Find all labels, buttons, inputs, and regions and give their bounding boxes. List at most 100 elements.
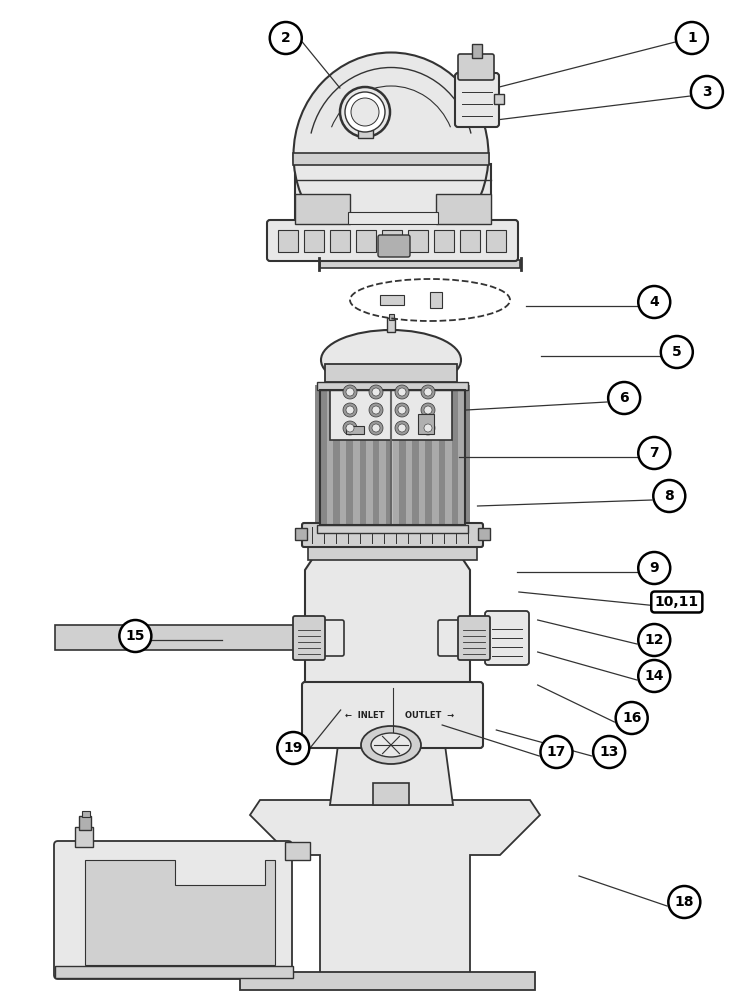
Bar [295,164,491,224]
Circle shape [395,385,409,399]
Bar [393,390,399,525]
Bar [419,390,426,525]
Circle shape [369,403,383,417]
Bar [317,525,468,533]
FancyBboxPatch shape [54,841,292,979]
Polygon shape [85,860,275,965]
Bar [330,230,350,252]
Bar [75,827,93,847]
Circle shape [270,22,302,54]
Bar [240,972,535,990]
Bar [373,390,379,525]
Bar [445,390,452,525]
Circle shape [398,406,406,414]
FancyBboxPatch shape [302,523,483,547]
Circle shape [343,403,357,417]
FancyBboxPatch shape [485,611,529,665]
Circle shape [369,385,383,399]
Circle shape [398,388,406,396]
Bar [438,390,445,525]
Bar [353,390,359,525]
Bar [418,414,434,434]
Bar [347,390,353,525]
Circle shape [593,736,625,768]
Text: 4: 4 [650,295,659,309]
Circle shape [346,406,354,414]
Bar [315,385,470,530]
FancyBboxPatch shape [302,682,483,748]
Ellipse shape [361,726,421,764]
Bar [295,528,307,540]
Bar [326,390,333,525]
Bar [387,318,395,332]
Circle shape [351,98,379,126]
Circle shape [369,421,383,435]
Bar [452,390,459,525]
Text: 6: 6 [620,391,629,405]
Circle shape [346,388,354,396]
Circle shape [638,552,670,584]
Bar [293,153,489,165]
Circle shape [421,421,435,435]
FancyBboxPatch shape [318,620,344,656]
Text: 13: 13 [599,745,619,759]
Text: OUTLET  →: OUTLET → [405,710,454,720]
Bar [412,390,419,525]
Bar [382,230,402,252]
Text: 10,11: 10,11 [655,595,699,609]
Bar [380,295,404,305]
Circle shape [372,406,380,414]
Bar [373,783,409,805]
Circle shape [395,421,409,435]
FancyBboxPatch shape [293,616,325,660]
Bar [348,212,438,224]
Circle shape [398,424,406,432]
Circle shape [616,702,647,734]
Bar [320,390,465,525]
Text: 14: 14 [644,669,664,683]
Bar [308,542,477,560]
Bar [320,260,520,268]
Circle shape [638,286,670,318]
Bar [285,842,310,860]
Bar [386,390,393,525]
Circle shape [424,406,432,414]
Polygon shape [250,800,540,985]
Circle shape [691,76,723,108]
Bar [359,390,366,525]
Bar [320,390,465,525]
Ellipse shape [371,733,411,757]
Text: 7: 7 [650,446,659,460]
Text: 15: 15 [126,629,145,643]
Polygon shape [305,555,470,688]
Bar [379,390,386,525]
Circle shape [120,620,151,652]
Bar [459,390,465,525]
Bar [304,230,324,252]
FancyBboxPatch shape [378,235,410,257]
FancyBboxPatch shape [458,616,490,660]
Bar [356,230,376,252]
Circle shape [345,92,385,132]
Text: 12: 12 [644,633,664,647]
Bar [320,390,326,525]
Bar [55,625,300,650]
Bar [317,382,468,390]
Circle shape [340,87,390,137]
Circle shape [421,385,435,399]
FancyBboxPatch shape [455,73,499,127]
Bar [366,390,373,525]
Circle shape [638,660,670,692]
Circle shape [343,385,357,399]
Bar [494,94,504,104]
FancyBboxPatch shape [438,620,464,656]
Bar [478,528,490,540]
Bar [333,390,340,525]
Bar [55,966,293,978]
Text: 3: 3 [702,85,711,99]
Bar [346,426,364,434]
Bar [295,194,350,224]
Circle shape [608,382,640,414]
Bar [408,230,428,252]
Bar [460,230,480,252]
